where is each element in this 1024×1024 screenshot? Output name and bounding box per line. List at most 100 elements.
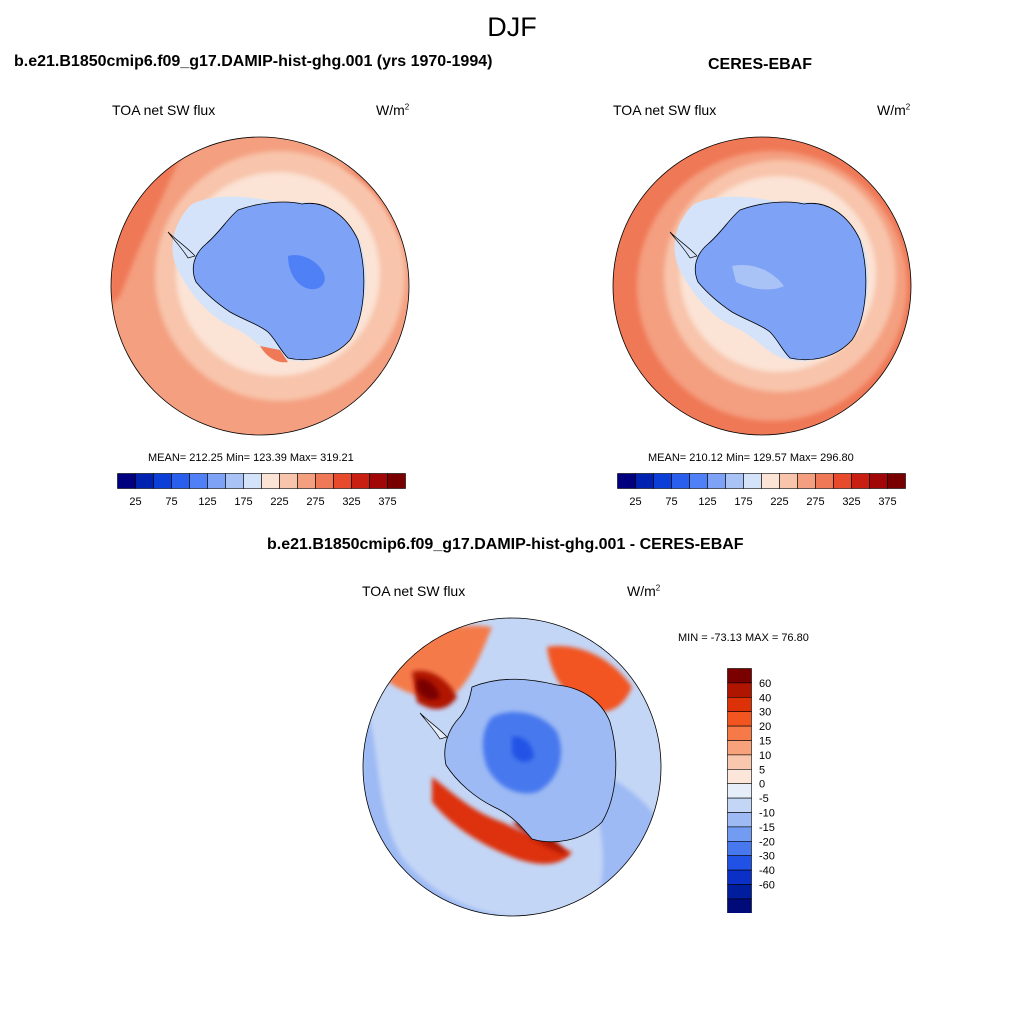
panel2-units-label: W/m2 <box>877 102 911 118</box>
colorbar-swatch <box>727 754 752 770</box>
colorbar-swatch <box>261 473 280 489</box>
colorbar-tick-label: 175 <box>234 496 252 508</box>
colorbar-swatch <box>369 473 388 489</box>
colorbar-tick-label: 275 <box>306 496 324 508</box>
panel3-colorbar-swatches <box>727 668 752 913</box>
colorbar-swatch <box>279 473 298 489</box>
colorbar-swatch <box>743 473 762 489</box>
colorbar-swatch <box>797 473 816 489</box>
panel1-map-border <box>110 136 410 436</box>
colorbar-swatch <box>225 473 244 489</box>
colorbar-swatch <box>887 473 906 489</box>
colorbar-swatch <box>635 473 654 489</box>
colorbar-swatch <box>243 473 262 489</box>
panel3-field <box>363 618 661 916</box>
colorbar-tick-label: 10 <box>759 750 771 762</box>
colorbar-swatch <box>869 473 888 489</box>
colorbar-swatch <box>153 473 172 489</box>
colorbar-tick-label: 375 <box>878 496 896 508</box>
colorbar-swatch <box>689 473 708 489</box>
colorbar-swatch <box>707 473 726 489</box>
colorbar-swatch <box>117 473 136 489</box>
panel3-units-label: W/m2 <box>627 583 661 599</box>
panel3-colorbar: 60 40 30 20 15 10 5 0 -5 -10 -15 -20 -30 -40 -60 <box>727 668 775 913</box>
colorbar-swatch <box>727 884 752 900</box>
colorbar-tick-label: 275 <box>806 496 824 508</box>
colorbar-swatch <box>653 473 672 489</box>
panel2-title: CERES-EBAF <box>708 56 813 73</box>
panel1-colorbar: 25 75 125 175 225 275 325 375 <box>117 473 406 508</box>
figure-title: DJF <box>487 12 537 42</box>
panel3-variable-label: TOA net SW flux <box>362 583 466 599</box>
colorbar-tick-label: 225 <box>270 496 288 508</box>
colorbar-swatch <box>351 473 370 489</box>
colorbar-tick-label: 20 <box>759 721 771 733</box>
colorbar-tick-label: 75 <box>165 496 177 508</box>
panel2-colorbar-ticks: 25 75 125 175 225 275 325 375 <box>629 496 896 508</box>
colorbar-swatch <box>725 473 744 489</box>
colorbar-swatch <box>727 797 752 813</box>
colorbar-tick-label: -30 <box>759 851 775 863</box>
colorbar-swatch <box>727 869 752 885</box>
colorbar-swatch <box>727 855 752 871</box>
panel2-map <box>612 136 912 436</box>
colorbar-tick-label: 125 <box>698 496 716 508</box>
colorbar-tick-label: 225 <box>770 496 788 508</box>
colorbar-tick-label: 375 <box>378 496 396 508</box>
colorbar-tick-label: -15 <box>759 822 775 834</box>
colorbar-tick-label: 40 <box>759 692 771 704</box>
panel1-title: b.e21.B1850cmip6.f09_g17.DAMIP-hist-ghg.… <box>14 53 493 70</box>
colorbar-swatch <box>171 473 190 489</box>
panel2-stats: MEAN= 210.12 Min= 129.57 Max= 296.80 <box>648 452 854 464</box>
colorbar-tick-label: 15 <box>759 736 771 748</box>
colorbar-swatch <box>727 783 752 799</box>
colorbar-swatch <box>297 473 316 489</box>
colorbar-swatch <box>333 473 352 489</box>
panel1-stats: MEAN= 212.25 Min= 123.39 Max= 319.21 <box>148 452 354 464</box>
colorbar-tick-label: -60 <box>759 880 775 892</box>
panel1-units-label: W/m2 <box>376 102 410 118</box>
panel1-field <box>111 137 409 435</box>
colorbar-swatch <box>727 841 752 857</box>
colorbar-swatch <box>617 473 636 489</box>
colorbar-swatch <box>727 898 752 913</box>
colorbar-swatch <box>727 711 752 727</box>
panel3-stats: MIN = -73.13 MAX = 76.80 <box>678 632 809 644</box>
panel3-map-border <box>362 617 662 917</box>
panel1-variable-label: TOA net SW flux <box>112 102 216 118</box>
colorbar-swatch <box>851 473 870 489</box>
colorbar-swatch <box>727 740 752 756</box>
panel2-map-border <box>612 136 912 436</box>
panel2-colorbar-swatches <box>617 473 906 489</box>
colorbar-swatch <box>727 725 752 741</box>
colorbar-swatch <box>387 473 406 489</box>
colorbar-swatch <box>833 473 852 489</box>
panel1-map <box>110 136 410 436</box>
panel3-title: b.e21.B1850cmip6.f09_g17.DAMIP-hist-ghg.… <box>267 536 744 553</box>
colorbar-swatch <box>135 473 154 489</box>
colorbar-swatch <box>815 473 834 489</box>
colorbar-swatch <box>727 769 752 785</box>
colorbar-swatch <box>315 473 334 489</box>
colorbar-swatch <box>671 473 690 489</box>
colorbar-tick-label: 5 <box>759 764 765 776</box>
colorbar-swatch <box>207 473 226 489</box>
colorbar-tick-label: -20 <box>759 836 775 848</box>
colorbar-tick-label: 175 <box>734 496 752 508</box>
colorbar-swatch <box>727 812 752 828</box>
colorbar-swatch <box>779 473 798 489</box>
colorbar-tick-label: 25 <box>129 496 141 508</box>
panel3-colorbar-ticks: 60 40 30 20 15 10 5 0 -5 -10 -15 -20 -30 -40 -60 <box>759 678 775 892</box>
colorbar-tick-label: 325 <box>842 496 860 508</box>
colorbar-swatch <box>189 473 208 489</box>
panel1-colorbar-ticks: 25 75 125 175 225 275 325 375 <box>129 496 396 508</box>
panel1-colorbar-swatches <box>117 473 406 489</box>
colorbar-swatch <box>727 696 752 712</box>
colorbar-tick-label: 0 <box>759 779 765 791</box>
colorbar-tick-label: 325 <box>342 496 360 508</box>
colorbar-tick-label: 60 <box>759 678 771 690</box>
colorbar-swatch <box>727 682 752 698</box>
colorbar-tick-label: -10 <box>759 808 775 820</box>
colorbar-swatch <box>727 826 752 842</box>
colorbar-tick-label: 25 <box>629 496 641 508</box>
